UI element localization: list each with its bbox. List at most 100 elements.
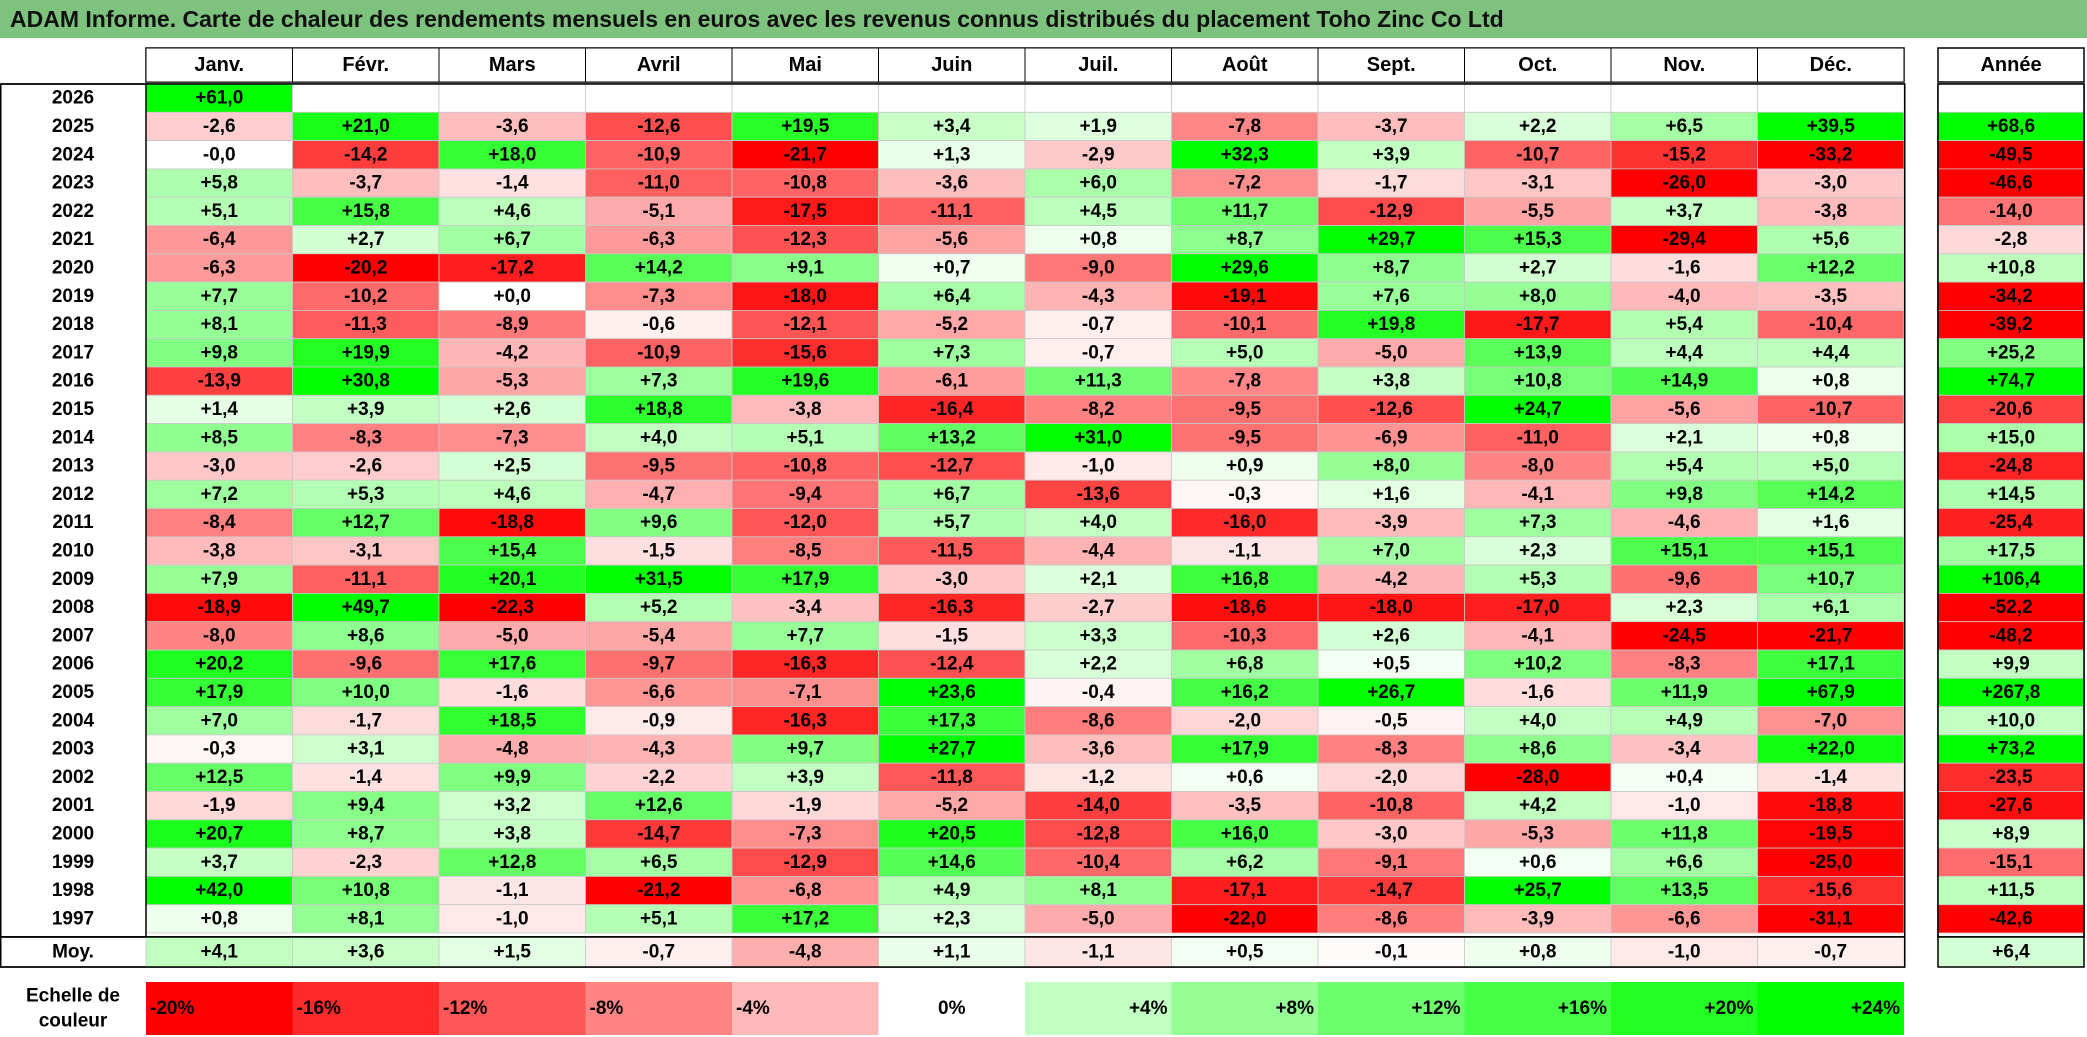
- year-total-value: +106,4: [1982, 569, 2041, 590]
- heatmap-cell: [1024, 791, 1172, 821]
- color-scale-step-label: +4%: [1129, 998, 1168, 1019]
- color-scale-label: Echelle de: [26, 986, 120, 1007]
- heatmap-cell: [1024, 706, 1172, 736]
- heatmap-cell: [1024, 876, 1172, 906]
- heatmap-cell-value: -3,4: [789, 597, 822, 618]
- heatmap-cell-value: +67,9: [1807, 682, 1855, 703]
- heatmap-cell-value: +1,6: [1812, 512, 1850, 533]
- heatmap-cell-value: +15,4: [488, 540, 537, 561]
- heatmap-cell-value: +9,8: [1665, 484, 1703, 505]
- heatmap-cell-value: +39,5: [1807, 116, 1856, 137]
- heatmap-cell-value: +0,7: [933, 257, 971, 278]
- heatmap-cell: [145, 140, 293, 170]
- heatmap-cell-value: -1,4: [1814, 767, 1847, 788]
- heatmap-cell: [1757, 904, 1905, 934]
- heatmap-cell-value: +0,4: [1665, 767, 1703, 788]
- heatmap-cell-value: -10,3: [1223, 625, 1266, 646]
- heatmap-cell: [438, 508, 586, 538]
- heatmap-cell: [585, 536, 733, 566]
- year-total-value: +17,5: [1987, 540, 2036, 561]
- heatmap-cell-value: -14,7: [1370, 880, 1413, 901]
- heatmap-cell-value: -8,3: [1375, 739, 1408, 760]
- heatmap-cell: [1024, 140, 1172, 170]
- heatmap-cell-value: +2,7: [1519, 257, 1557, 278]
- heatmap-cell-value: -0,3: [1228, 484, 1261, 505]
- heatmap-cell: [1317, 508, 1465, 538]
- heatmap-cell: [1024, 762, 1172, 792]
- heatmap-cell-value: +21,0: [342, 116, 390, 137]
- heatmap-cell-value: -1,7: [1375, 173, 1408, 194]
- year-total-cell: [1937, 253, 2085, 283]
- heatmap-cell: [292, 479, 440, 509]
- heatmap-cell-value: -7,8: [1228, 116, 1261, 137]
- heatmap-cell: [1464, 225, 1612, 255]
- heatmap-cell: [292, 819, 440, 849]
- heatmap-cell: [1171, 706, 1319, 736]
- heatmap-cell: [145, 479, 293, 509]
- heatmap-cell-value: +5,8: [200, 173, 238, 194]
- month-header-label: Janv.: [194, 54, 244, 76]
- heatmap-cell: [1610, 734, 1758, 764]
- heatmap-cell-value: -18,6: [1223, 597, 1266, 618]
- heatmap-cell: [1171, 423, 1319, 453]
- heatmap-cell-value: -4,2: [496, 342, 529, 363]
- heatmap-cell-value: -2,6: [203, 116, 236, 137]
- heatmap-cell-value: +2,3: [1665, 597, 1703, 618]
- heatmap-cell-value: -3,0: [1814, 173, 1847, 194]
- heatmap-cell: [438, 479, 586, 509]
- heatmap-cell-value: -1,0: [1082, 456, 1115, 477]
- year-total-cell: [1937, 479, 2085, 509]
- heatmap-cell: [878, 140, 1026, 170]
- year-label: 2013: [52, 456, 94, 477]
- heatmap-cell: [1464, 111, 1612, 142]
- heatmap-cell-value: +6,7: [493, 229, 531, 250]
- heatmap-cell: [145, 847, 293, 877]
- year-total-cell: [1937, 536, 2085, 566]
- heatmap-cell-value: -12,7: [930, 456, 973, 477]
- heatmap-cell-value: -7,8: [1228, 371, 1261, 392]
- heatmap-cell: [1171, 847, 1319, 877]
- heatmap-cell-value: +18,8: [635, 399, 683, 420]
- heatmap-cell: [145, 791, 293, 821]
- year-total-value: +8,9: [1992, 823, 2030, 844]
- year-total-cell: [1937, 423, 2085, 453]
- heatmap-cell-value: -4,1: [1521, 625, 1554, 646]
- heatmap-cell-value: -15,6: [784, 342, 827, 363]
- heatmap-cell: [585, 366, 733, 396]
- heatmap-cell: [1610, 338, 1758, 368]
- heatmap-cell: [1171, 621, 1319, 651]
- heatmap-cell: [731, 394, 879, 424]
- year-total-value: +10,8: [1987, 257, 2035, 278]
- heatmap-cell: [438, 111, 586, 142]
- heatmap-cell: [1171, 677, 1319, 707]
- average-cell-value: +4,1: [200, 942, 238, 963]
- heatmap-cell: [292, 451, 440, 481]
- heatmap-cell-value: -6,3: [203, 257, 236, 278]
- heatmap-cell: [1757, 621, 1905, 651]
- heatmap-cell: [1317, 451, 1465, 481]
- heatmap-cell: [145, 593, 293, 623]
- year-total-cell: [1937, 819, 2085, 849]
- heatmap-cell: [1610, 309, 1758, 340]
- heatmap-cell-value: -1,2: [1082, 767, 1115, 788]
- heatmap-cell: [1464, 904, 1612, 934]
- heatmap-cell-value: -1,6: [496, 682, 529, 703]
- heatmap-cell-value: +0,0: [493, 286, 531, 307]
- heatmap-cell-value: +22,0: [1807, 739, 1855, 760]
- heatmap-cell: [1024, 677, 1172, 707]
- heatmap-cell: [292, 338, 440, 368]
- heatmap-cell: [1317, 677, 1465, 707]
- heatmap-cell: [1610, 479, 1758, 509]
- heatmap-cell: [1610, 111, 1758, 142]
- average-cell-value: +0,5: [1226, 942, 1264, 963]
- year-total-value: -39,2: [1989, 314, 2032, 335]
- heatmap-cell-value: +23,6: [928, 682, 976, 703]
- heatmap-cell: [1610, 564, 1758, 594]
- heatmap-cell: [1464, 168, 1612, 198]
- heatmap-cell-value: -17,0: [1516, 597, 1559, 618]
- average-row-outline: [0, 936, 1906, 968]
- heatmap-cell-value: -9,7: [642, 654, 675, 675]
- year-total-value: +14,5: [1987, 484, 2036, 505]
- heatmap-cell: [731, 621, 879, 651]
